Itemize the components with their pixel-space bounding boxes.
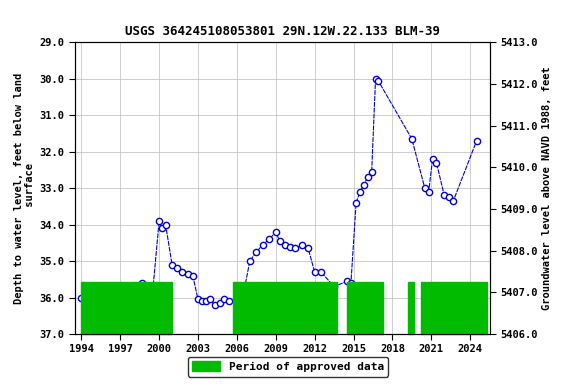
Bar bbox=[233, 281, 337, 334]
Bar bbox=[421, 281, 487, 334]
Legend: Period of approved data: Period of approved data bbox=[188, 357, 388, 377]
Title: USGS 364245108053801 29N.12W.22.133 BLM-39: USGS 364245108053801 29N.12W.22.133 BLM-… bbox=[125, 25, 439, 38]
Y-axis label: Groundwater level above NAVD 1988, feet: Groundwater level above NAVD 1988, feet bbox=[541, 66, 552, 310]
Bar bbox=[408, 281, 414, 334]
Bar bbox=[347, 281, 384, 334]
Y-axis label: Depth to water level, feet below land
 surface: Depth to water level, feet below land su… bbox=[14, 73, 35, 304]
Bar bbox=[81, 281, 172, 334]
